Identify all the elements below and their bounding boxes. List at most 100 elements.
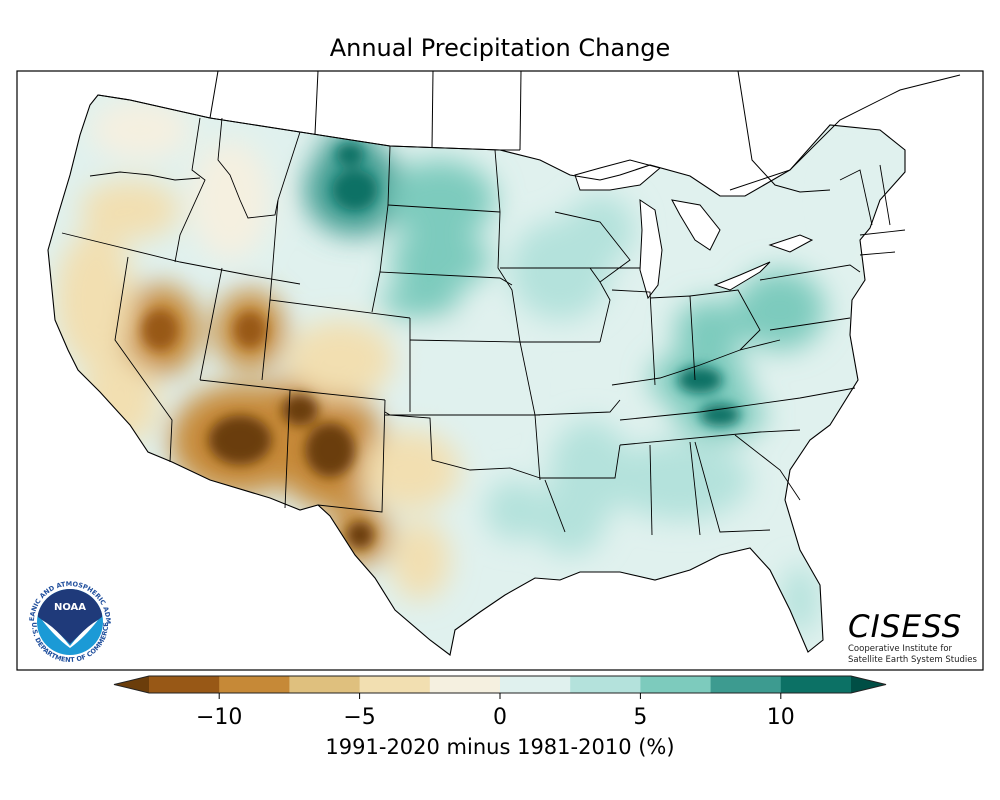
lake-erie [713, 261, 771, 291]
state-border [619, 429, 801, 446]
region-anomaly [400, 325, 520, 415]
state-border [371, 145, 391, 313]
state-border [284, 389, 291, 509]
state-border [649, 444, 653, 536]
region-anomaly-core [677, 366, 723, 394]
lake-michigan [639, 199, 663, 300]
colorbar-label: 1991-2020 minus 1981-2010 (%) [325, 735, 675, 759]
region-anomaly-core [336, 143, 364, 167]
region-anomaly [360, 430, 460, 510]
region-anomaly [485, 480, 545, 540]
lake-huron [671, 199, 721, 251]
canada-province-line [209, 70, 219, 119]
lake-superior [574, 159, 662, 191]
state-border [619, 387, 856, 421]
region-anomaly [390, 230, 490, 290]
canada-province-line [519, 70, 522, 151]
region-anomaly [565, 195, 635, 265]
region-anomaly-core [234, 312, 266, 348]
region-anomaly-core [305, 423, 355, 477]
colorbar-bin [780, 676, 852, 693]
colorbar-tick-label: 0 [493, 705, 507, 730]
state-border [540, 444, 621, 479]
colorbar-tick-label: 10 [767, 705, 795, 730]
colorbar-tick-label: −5 [343, 705, 375, 730]
state-border [694, 441, 771, 533]
state-border [734, 434, 801, 501]
region-anomaly-core [332, 169, 378, 211]
state-borders [61, 117, 906, 536]
state-border [114, 256, 173, 463]
state-border [174, 117, 206, 263]
lake-ontario [768, 234, 814, 253]
region-anomaly-core [699, 403, 741, 427]
noaa-bird-shape [38, 589, 102, 644]
region-anomaly [80, 180, 180, 240]
state-border [611, 339, 781, 386]
canada-province-line [737, 70, 831, 193]
state-border [317, 399, 386, 513]
cisess-logo: CISESS Cooperative Institute for Satelli… [848, 610, 978, 666]
canada-province-line [431, 70, 434, 149]
region-anomaly [380, 282, 460, 318]
colorbar-bin [219, 676, 290, 693]
state-border [534, 399, 621, 416]
st-lawrence [729, 74, 961, 191]
canada-province-line [314, 70, 319, 135]
region-anomaly [55, 230, 135, 370]
region-anomaly-core [208, 415, 272, 465]
state-border [839, 169, 873, 226]
colorbar-under-arrow [114, 676, 149, 693]
region-anomaly [90, 100, 190, 160]
colorbar-bin [500, 676, 571, 693]
colorbar-bin [640, 676, 712, 693]
colorbar-tick-label: 5 [633, 705, 647, 730]
state-border [611, 289, 656, 386]
region-anomaly [735, 270, 825, 350]
colorbar-bin [710, 676, 782, 693]
state-border [61, 232, 301, 285]
cisess-acronym: CISESS [848, 609, 963, 645]
state-border [379, 271, 513, 286]
state-border [759, 264, 861, 281]
colorbar-bin [359, 676, 431, 693]
noaa-logo: NATIONAL OCEANIC AND ATMOSPHERIC ADMINIS… [20, 572, 117, 669]
region-anomaly [390, 520, 450, 600]
state-border [859, 229, 906, 236]
state-border [409, 339, 521, 343]
state-border [689, 289, 761, 351]
colorbar-bin [429, 676, 501, 693]
region-anomaly-core [346, 521, 374, 549]
state-border [387, 204, 501, 213]
colorbar-bin [289, 676, 361, 693]
region-anomaly [835, 165, 885, 235]
colorbar-outline [113, 675, 887, 694]
colorbar-bin [570, 676, 641, 693]
colorbar-bin [149, 676, 220, 693]
state-border [277, 131, 301, 201]
noaa-acronym: NOAA [54, 602, 86, 613]
state-border [689, 441, 701, 536]
colorbar-tick-label: −10 [196, 705, 242, 730]
map-title: Annual Precipitation Change [329, 34, 671, 62]
region-anomaly [535, 485, 605, 555]
cisess-line2: Satellite Earth System Studies [848, 655, 977, 665]
region-anomaly [610, 440, 750, 520]
state-border [769, 317, 851, 331]
region-anomaly [385, 160, 495, 240]
region-anomaly [190, 140, 270, 260]
state-border [199, 267, 223, 381]
state-border [544, 479, 566, 533]
colorbar-over-arrow [851, 676, 886, 693]
boundary-lines [97, 70, 961, 300]
cisess-line1: Cooperative Institute for [848, 644, 953, 654]
region-anomaly [285, 320, 395, 400]
state-border [554, 211, 631, 343]
state-border [89, 171, 201, 181]
region-anomaly-core [282, 394, 318, 426]
state-border [859, 251, 896, 256]
state-border [217, 117, 279, 219]
region-anomaly-core [142, 309, 178, 351]
